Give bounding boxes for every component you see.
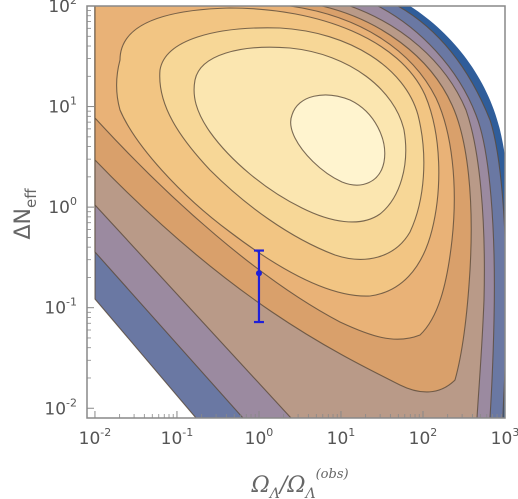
y-tick-label: 102 <box>48 0 77 17</box>
x-tick-label: 10-1 <box>161 426 194 449</box>
x-tick-label: 101 <box>327 426 356 449</box>
y-tick-label: 10-1 <box>44 296 77 319</box>
y-tick-label: 100 <box>48 195 77 218</box>
y-tick-label: 10-2 <box>44 396 77 419</box>
x-tick-label: 10-2 <box>79 426 112 449</box>
x-tick-label: 103 <box>491 426 518 449</box>
contour-band-9 <box>290 94 386 186</box>
x-tick-label: 100 <box>245 426 274 449</box>
x-axis-ticks: 10-2 10-1 100 101 102 103 <box>79 411 518 449</box>
y-axis-ticks: 10-2 10-1 100 101 102 <box>44 0 94 419</box>
contour-region <box>94 6 505 418</box>
y-tick-label: 101 <box>48 95 77 118</box>
y-axis-label: ΔNeff <box>11 188 40 240</box>
x-tick-label: 102 <box>409 426 438 449</box>
errorbar-point <box>253 249 264 324</box>
errorbar-point-marker <box>255 270 262 277</box>
x-axis-label: ΩΛ/ΩΛ(obs) <box>250 467 348 499</box>
